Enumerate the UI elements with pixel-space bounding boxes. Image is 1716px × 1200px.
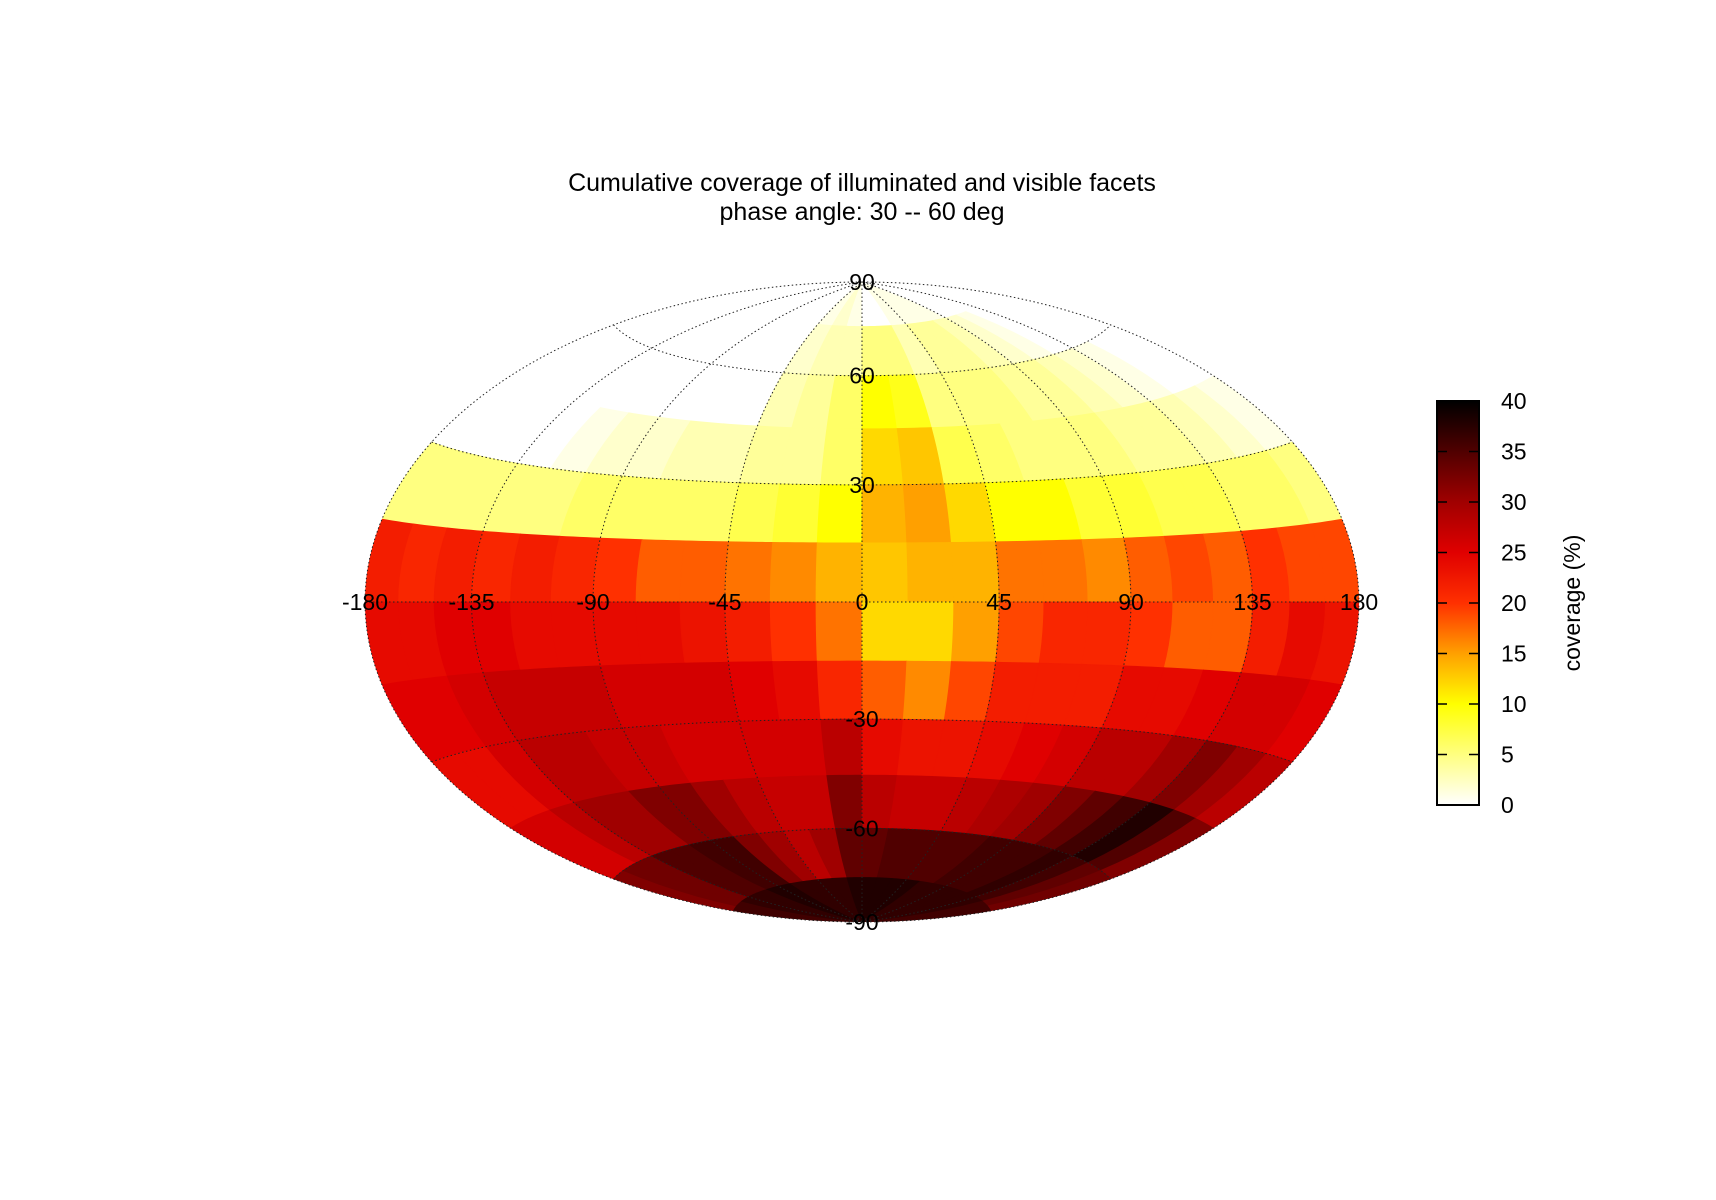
- longitude-tick-label: 135: [1233, 589, 1271, 615]
- colorbar-tick-label: 35: [1501, 439, 1527, 465]
- colorbar-tick-label: 0: [1501, 792, 1514, 818]
- meridian-line: [592, 281, 863, 923]
- map-cell: [861, 542, 909, 603]
- meridian-line: [471, 281, 863, 923]
- map-cell: [772, 660, 822, 721]
- longitude-tick-label: -90: [576, 589, 609, 615]
- meridian-line: [861, 281, 1253, 923]
- meridian-line: [724, 281, 863, 923]
- map-cell: [902, 660, 952, 721]
- map-cell: [906, 542, 955, 603]
- colorbar-tick-label: 30: [1501, 489, 1527, 515]
- colorbar: 0 5 10 15 20 25 30 35 40 coverage (%): [1436, 388, 1585, 818]
- colorbar-tick-label: 5: [1501, 742, 1514, 768]
- map-cell: [635, 601, 686, 665]
- colorbar-tick-label: 25: [1501, 540, 1527, 566]
- map-cell: [1038, 601, 1089, 665]
- latitude-tick-labels: 90 60 30 -30 -60 -90: [845, 269, 878, 935]
- latitude-tick-label: 90: [849, 269, 875, 295]
- chart-title: Cumulative coverage of illuminated and v…: [568, 169, 1156, 197]
- latitude-tick-label: -60: [845, 815, 878, 841]
- longitude-tick-label: 180: [1340, 589, 1378, 615]
- longitude-tick-label: 90: [1118, 589, 1144, 615]
- map-cell: [906, 601, 955, 662]
- colorbar-tick-label: 15: [1501, 641, 1527, 667]
- map-cell: [1038, 539, 1089, 603]
- map-cell: [769, 601, 818, 662]
- longitude-tick-label: -180: [342, 589, 388, 615]
- colorbar-tick-label: 20: [1501, 590, 1527, 616]
- longitude-tick-label: 0: [856, 589, 869, 615]
- colorbar-tick-label: 40: [1501, 388, 1527, 414]
- latitude-tick-label: 60: [849, 363, 875, 389]
- latitude-tick-label: -90: [845, 909, 878, 935]
- longitude-tick-label: 45: [986, 589, 1012, 615]
- graticule: [364, 281, 1360, 923]
- map-cell: [902, 483, 952, 544]
- meridian-line: [861, 281, 1132, 923]
- map-cell: [772, 483, 822, 544]
- map-cell: [861, 601, 909, 662]
- map-cell: [635, 539, 686, 603]
- map-cell: [1309, 518, 1359, 603]
- map-cell: [769, 542, 818, 603]
- parallel-line: [613, 827, 1111, 880]
- longitude-tick-label: -135: [448, 589, 494, 615]
- colorbar-tick-label: 10: [1501, 691, 1527, 717]
- map-cells: [365, 282, 1359, 922]
- longitude-tick-labels: -180 -135 -90 -45 0 45 90 135 180: [342, 589, 1378, 615]
- longitude-tick-label: -45: [708, 589, 741, 615]
- chart-subtitle: phase angle: 30 -- 60 deg: [720, 198, 1005, 226]
- colorbar-label: coverage (%): [1559, 535, 1585, 672]
- latitude-tick-label: -30: [845, 706, 878, 732]
- parallel-line: [613, 324, 1111, 377]
- colorbar-ticks: 0 5 10 15 20 25 30 35 40: [1437, 388, 1527, 818]
- latitude-tick-label: 30: [849, 472, 875, 498]
